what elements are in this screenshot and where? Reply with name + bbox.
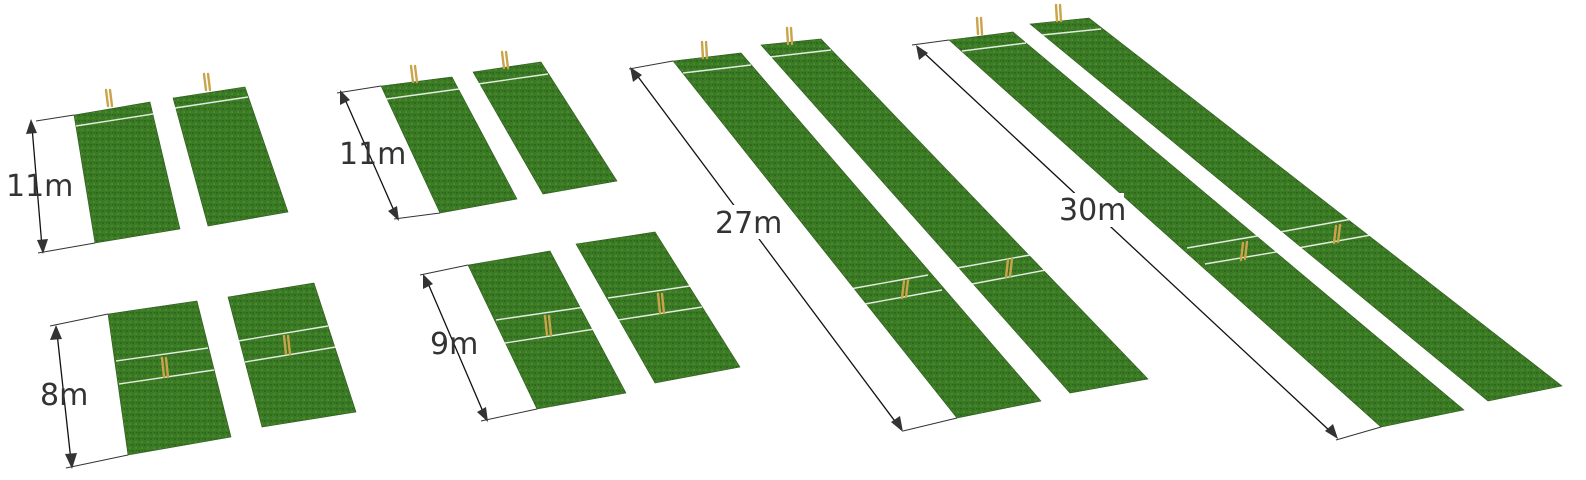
crease-line	[1186, 234, 1264, 249]
crease-line	[75, 113, 154, 127]
dimension-marker	[49, 313, 129, 469]
pitch-set-11m-b: 11m	[336, 50, 618, 221]
pitch-strip	[672, 52, 1042, 419]
stumps-icon	[543, 292, 666, 337]
pitch-strip	[472, 61, 618, 195]
crease-line	[1041, 28, 1102, 36]
dimension-label: 11m	[339, 137, 406, 172]
crease-line	[477, 73, 549, 85]
crease-line	[956, 254, 1031, 269]
crease-line	[174, 96, 249, 109]
crease-line	[115, 347, 209, 362]
crease-line	[237, 325, 329, 342]
stumps-icon	[104, 72, 212, 108]
dimension-marker	[911, 39, 1382, 441]
stumps-icon	[975, 3, 1342, 262]
pitch-strip	[575, 231, 741, 384]
crease-line	[1279, 218, 1353, 233]
dimension-label: 11m	[6, 169, 73, 204]
pitch-strip	[380, 76, 518, 214]
pitch-set-11m-a: 11m	[6, 72, 289, 254]
pitch-set-27m: 27m	[628, 26, 1149, 432]
dimension-marker	[419, 264, 538, 422]
dimension-marker	[336, 85, 441, 221]
crease-line	[849, 274, 929, 290]
pitch-strip	[73, 101, 181, 244]
pitch-strip	[1029, 17, 1563, 402]
pitch-set-9m: 9m	[419, 231, 741, 422]
dimension-marker	[26, 114, 96, 254]
pitch-strip	[107, 300, 232, 456]
crease-line	[864, 289, 943, 305]
dimension-marker	[628, 60, 958, 432]
crease-line	[504, 328, 596, 344]
crease-line	[495, 306, 586, 321]
pitch-strip	[760, 38, 1149, 394]
crease-line	[607, 285, 691, 299]
stumps-icon	[700, 26, 1014, 300]
crease-line	[1204, 250, 1283, 265]
dimension-label: 30m	[1059, 193, 1126, 228]
pitch-strip	[227, 282, 357, 428]
dimension-label: 9m	[430, 327, 478, 362]
crease-line	[971, 269, 1047, 285]
pitch-strip	[948, 31, 1465, 428]
crease-line	[769, 49, 832, 58]
crease-line	[118, 369, 215, 385]
stumps-icon	[160, 334, 292, 379]
crease-line	[682, 64, 752, 74]
label-backdrop	[712, 205, 780, 239]
pitch-set-8m: 8m	[40, 282, 357, 469]
stumps-icon	[409, 50, 510, 84]
crease-line	[385, 88, 460, 100]
pitch-set-30m: 30m	[911, 3, 1563, 441]
dimension-label: 27m	[715, 206, 782, 241]
crease-line	[961, 42, 1027, 52]
label-backdrop	[1056, 193, 1124, 227]
dimension-label: 8m	[40, 378, 88, 413]
pitch-strip	[172, 86, 289, 227]
